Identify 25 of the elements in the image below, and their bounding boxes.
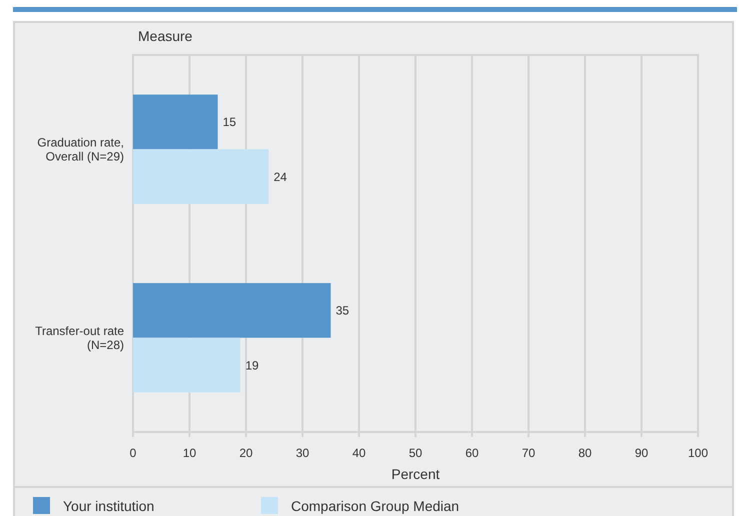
x-tick-label: 40 (352, 446, 366, 460)
legend-label: Your institution (63, 498, 154, 514)
legend-label: Comparison Group Median (291, 498, 460, 514)
x-tick-label: 30 (296, 446, 310, 460)
bar (133, 283, 331, 338)
data-label: 15 (222, 115, 236, 130)
data-label: 35 (336, 304, 350, 318)
bar (133, 149, 269, 204)
y-axis-title: Measure (138, 28, 193, 44)
x-tick-label: 90 (634, 446, 648, 460)
x-tick-label: 60 (465, 446, 479, 460)
x-tick-label: 20 (239, 446, 253, 460)
x-tick-label: 10 (182, 446, 196, 460)
x-tick-label: 50 (408, 446, 422, 460)
bar (133, 338, 240, 392)
x-tick-label: 80 (578, 446, 592, 460)
y-tick-label: Graduation rate, Overall (N=29) (37, 135, 124, 164)
bar (133, 94, 218, 150)
data-label: 24 (274, 170, 288, 184)
x-tick-label: 0 (130, 446, 137, 460)
y-tick-label: Transfer-out rate (N=28) (35, 324, 124, 352)
x-tick-label: 100 (688, 446, 708, 460)
x-tick-label: 70 (522, 446, 536, 460)
data-label: 19 (245, 358, 260, 372)
x-axis-title: Percent (391, 466, 440, 482)
